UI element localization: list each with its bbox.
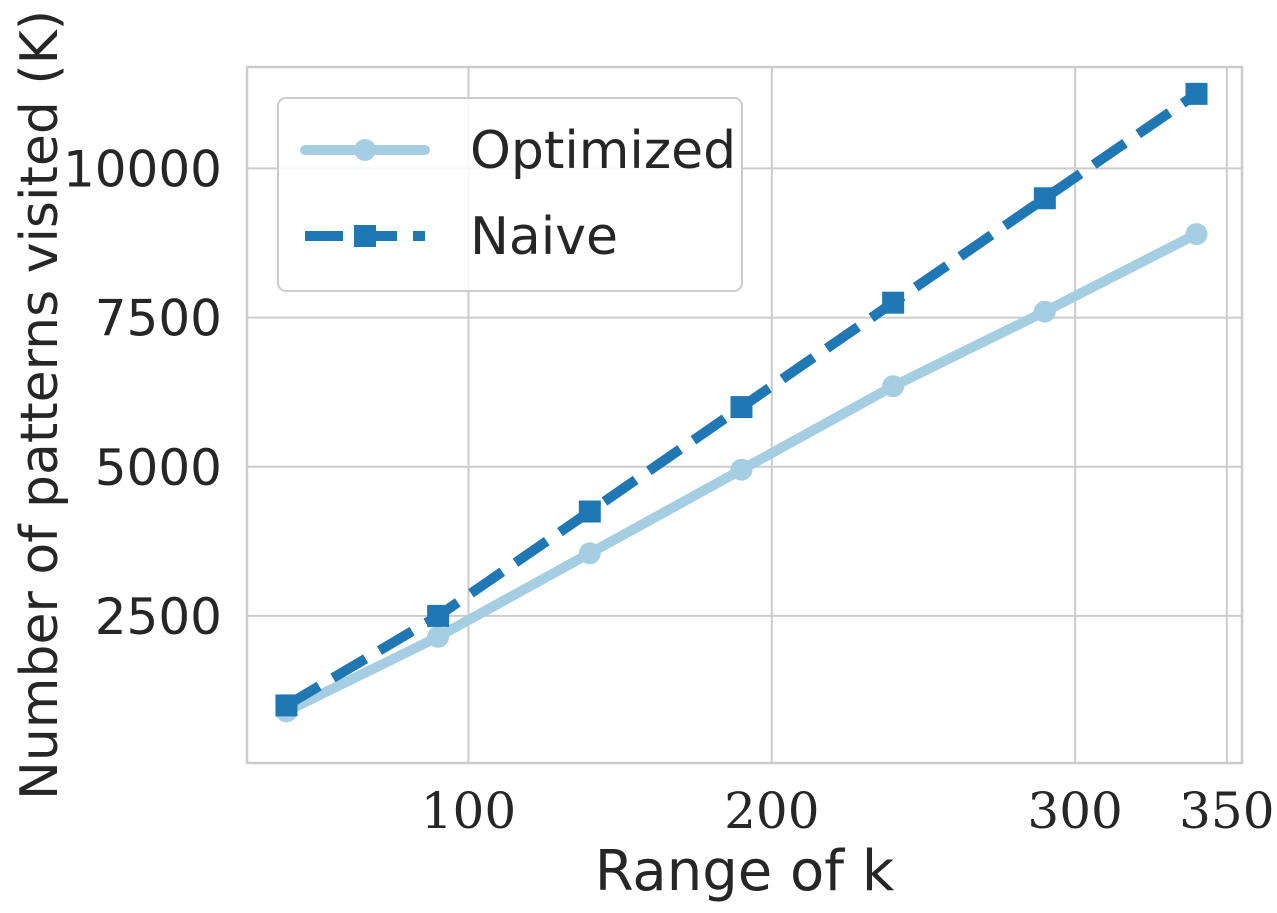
data-point [882, 375, 905, 398]
data-point [730, 458, 753, 481]
y-axis-label: Number of patterns visited (K) [10, 10, 70, 800]
series-layer [275, 82, 1208, 723]
x-tick-label: 300 [1027, 782, 1122, 840]
data-point [730, 396, 753, 419]
y-tick-label: 10000 [63, 140, 222, 198]
x-tick-label: 100 [421, 782, 516, 840]
data-point [578, 542, 601, 565]
data-point [1033, 187, 1056, 210]
legend: Optimized Naive [277, 97, 743, 292]
data-point [1185, 82, 1208, 105]
data-point [882, 291, 905, 314]
legend-label-optimized: Optimized [470, 121, 736, 181]
y-tick-label: 7500 [95, 290, 222, 348]
y-tick-label: 5000 [95, 439, 222, 497]
data-point [427, 604, 450, 627]
y-tick-label: 2500 [95, 588, 222, 646]
x-axis-label: Range of k [595, 839, 895, 904]
tick-labels: 100 200 300 350 2500 5000 7500 10000 [63, 140, 1275, 840]
data-point [1185, 223, 1208, 246]
series-naive [275, 82, 1208, 717]
x-tick-label: 200 [724, 782, 819, 840]
legend-label-naive: Naive [470, 207, 618, 267]
legend-marker [354, 225, 376, 247]
data-point [1033, 300, 1056, 323]
data-point [427, 625, 450, 648]
legend-marker [354, 139, 376, 161]
data-point [275, 694, 298, 717]
x-tick-label: 350 [1179, 782, 1274, 840]
data-point [578, 500, 601, 523]
series-optimized [275, 223, 1208, 723]
plot-area [245, 65, 1244, 765]
